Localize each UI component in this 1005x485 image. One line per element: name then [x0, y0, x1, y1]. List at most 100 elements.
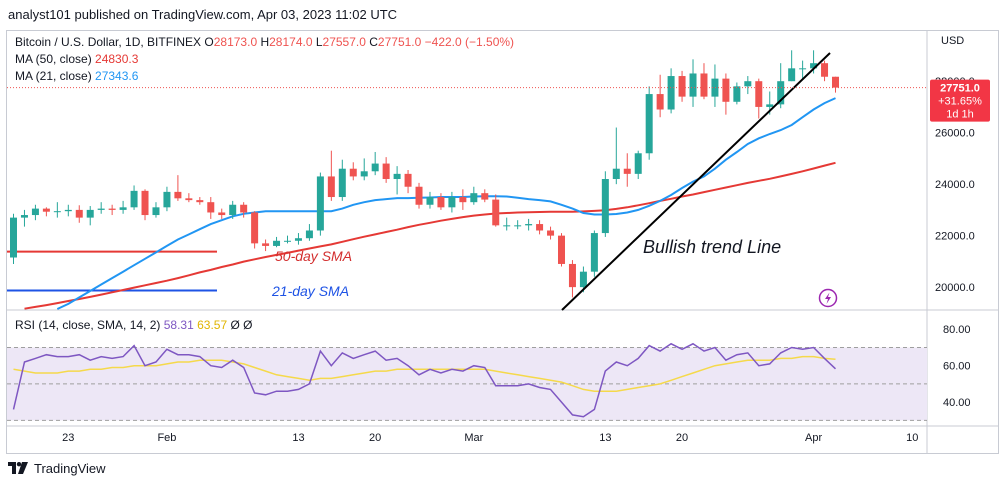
candle-body	[75, 209, 83, 218]
candle-body	[415, 186, 423, 205]
candle-body	[338, 168, 346, 198]
time-tick-label: 10	[906, 432, 918, 444]
candle-body	[284, 240, 291, 242]
candle-body	[634, 153, 642, 174]
candle-body	[722, 78, 730, 102]
candle-body	[393, 173, 401, 180]
price-tick-label: 26000.0	[935, 128, 975, 140]
candle-body	[305, 230, 313, 239]
candle-body	[42, 208, 50, 212]
candle-body	[152, 207, 160, 216]
rsi-sma-line	[13, 355, 836, 392]
candle-body	[53, 211, 61, 213]
legend-change: −422.0 (−1.50%)	[421, 35, 514, 49]
legend-rsi-row: RSI (14, close, SMA, 14, 2) 58.31 63.57 …	[15, 318, 252, 332]
lightning-bolt-icon	[825, 292, 831, 304]
candle-body	[371, 163, 379, 172]
legend-ma21-row: MA (21, close) 27343.6	[15, 69, 139, 83]
candle-body	[579, 271, 587, 288]
legend-ohlc-key: C	[366, 35, 378, 49]
candle-body	[810, 63, 818, 69]
legend-ohlc-key: O	[201, 35, 214, 49]
candles	[10, 50, 839, 298]
price-tick-label: 20000.0	[935, 282, 975, 294]
candle-body	[656, 94, 664, 110]
candle-body	[163, 191, 171, 208]
candle-body	[64, 209, 72, 212]
candle-body	[437, 197, 445, 208]
tradingview-brand-label: TradingView	[34, 460, 106, 476]
ma50-line	[24, 161, 836, 310]
candle-body	[20, 215, 28, 218]
chart-frame[interactable]: USD20000.022000.024000.026000.028000.040…	[6, 30, 999, 454]
candle-body	[481, 193, 489, 200]
sma50-label: 50-day SMA	[275, 248, 352, 264]
candle-body	[349, 168, 357, 177]
candle-body	[601, 179, 609, 234]
time-tick-label: 23	[62, 432, 74, 444]
time-tick-label: 20	[676, 432, 688, 444]
legend-rsi-value: 58.31	[164, 318, 194, 332]
candle-body	[612, 168, 620, 180]
price-axis-unit: USD	[941, 35, 964, 47]
price-tick-label: 24000.0	[935, 179, 975, 191]
price-tag-value: 27751.0	[940, 83, 980, 95]
candle-body	[108, 208, 116, 210]
candle-body	[459, 197, 467, 203]
legend-symbol: Bitcoin / U.S. Dollar, 1D, BITFINEX	[15, 35, 201, 49]
lightning-icon[interactable]	[818, 288, 838, 308]
publish-header: analyst101 published on TradingView.com,…	[8, 7, 398, 22]
candle-body	[141, 190, 149, 216]
candle-body	[97, 208, 105, 210]
candle-body	[262, 243, 270, 246]
legend-ma50-row: MA (50, close) 24830.3	[15, 52, 139, 66]
candle-body	[327, 176, 335, 198]
candle-body	[492, 199, 500, 226]
legend-rsi-extra: Ø	[240, 318, 253, 332]
legend-ohlc-value: 27557.0	[323, 35, 367, 49]
candle-body	[426, 197, 434, 205]
candle-body	[667, 76, 675, 110]
candle-body	[733, 86, 741, 102]
candle-body	[470, 193, 478, 203]
candle-body	[678, 76, 686, 97]
candle-body	[10, 217, 17, 258]
time-tick-label: 20	[369, 432, 381, 444]
legend-ohlc-value: 28173.0	[214, 35, 258, 49]
candle-body	[360, 171, 368, 177]
candle-body	[832, 76, 839, 88]
legend-ma21-label: MA (21, close)	[15, 69, 95, 83]
sma21-label: 21-day SMA	[271, 283, 349, 299]
candle-body	[218, 212, 226, 216]
candle-body	[821, 63, 829, 77]
candle-body	[31, 208, 39, 216]
price-tag-countdown: 1d 1h	[946, 109, 974, 121]
legend-ma21-value: 27343.6	[95, 69, 139, 83]
legend-ohlc-key: L	[313, 35, 323, 49]
time-tick-label: Apr	[805, 432, 822, 444]
rsi-tick-label: 60.00	[943, 361, 971, 373]
candle-body	[700, 73, 708, 97]
legend-rsi-sma-value: 63.57	[194, 318, 228, 332]
legend-ohlc-value: 27751.0	[378, 35, 422, 49]
price-tick-label: 22000.0	[935, 231, 975, 243]
candle-body	[711, 78, 719, 97]
candle-body	[777, 81, 785, 105]
candle-body	[547, 230, 555, 236]
time-tick-label: Mar	[464, 432, 483, 444]
price-chart[interactable]: USD20000.022000.024000.026000.028000.040…	[7, 31, 998, 453]
legend-symbol-row: Bitcoin / U.S. Dollar, 1D, BITFINEX O281…	[15, 35, 514, 49]
time-tick-label: Feb	[157, 432, 176, 444]
candle-body	[382, 163, 390, 180]
candle-body	[273, 240, 281, 246]
price-tag	[930, 79, 990, 122]
tradingview-footer[interactable]: TradingView	[8, 458, 106, 478]
candle-body	[130, 190, 138, 208]
candle-body	[766, 104, 774, 107]
candle-body	[207, 202, 215, 213]
bullish-trend-line	[561, 52, 831, 311]
candle-body	[448, 197, 456, 208]
legend-ma50-value: 24830.3	[95, 52, 139, 66]
candle-body	[294, 238, 302, 241]
candle-body	[645, 94, 653, 154]
